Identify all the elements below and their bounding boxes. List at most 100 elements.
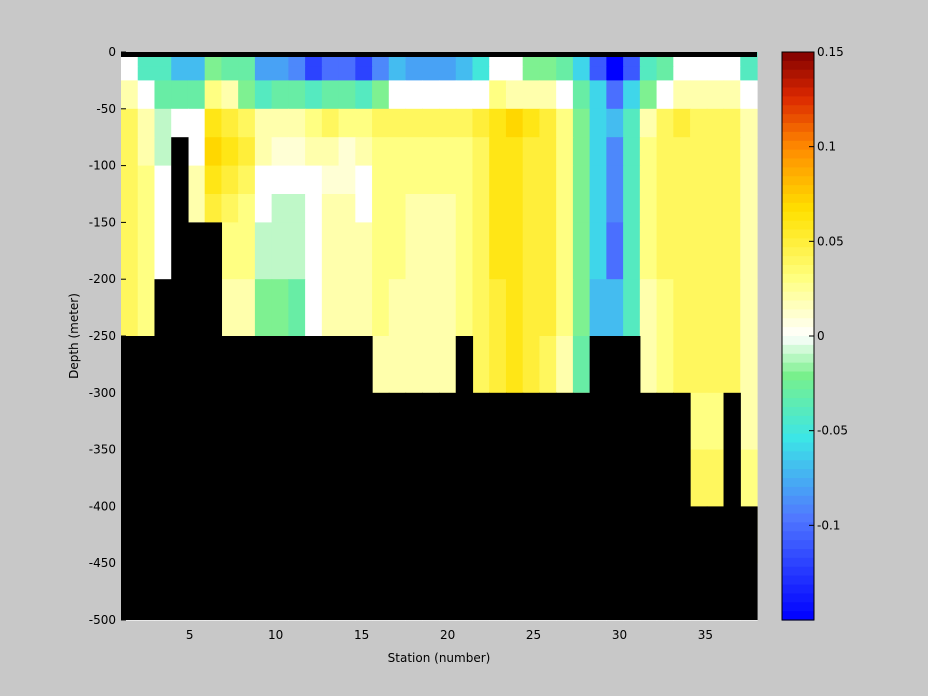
heatmap-cell <box>455 80 474 110</box>
mask-column <box>405 392 423 620</box>
colorbar-segment <box>782 78 814 89</box>
y-axis-ticks: 0 -50 -100 -150 -200 -250 -300 -350 -400 -450 -500 <box>89 45 126 627</box>
heatmap-cell <box>221 80 239 110</box>
mask-column <box>439 392 457 620</box>
heatmap-cell <box>455 165 474 195</box>
heatmap-cell <box>455 222 474 280</box>
heatmap-cell <box>639 279 658 337</box>
heatmap-cell <box>539 336 557 394</box>
heatmap-cell <box>405 222 423 280</box>
heatmap-cell <box>405 108 423 138</box>
heatmap-cell <box>623 137 641 167</box>
heatmap-cell <box>572 165 591 195</box>
heatmap-cell <box>187 194 206 223</box>
heatmap-cell <box>656 279 674 337</box>
y-tick-label: -100 <box>89 159 116 173</box>
heatmap-cell <box>154 80 172 110</box>
heatmap-cell <box>489 137 507 167</box>
heatmap-cell <box>505 336 524 394</box>
heatmap-cell <box>187 66 206 81</box>
y-tick-label: -200 <box>89 272 116 286</box>
heatmap-cell <box>639 336 658 394</box>
heatmap-cell <box>539 108 557 138</box>
heatmap-cell <box>740 222 758 280</box>
heatmap-cell <box>121 165 139 195</box>
heatmap-cell <box>305 279 323 337</box>
mask-column <box>204 222 223 620</box>
colorbar-segment <box>782 336 814 346</box>
heatmap-cell <box>623 80 641 110</box>
heatmap-cell <box>405 279 423 337</box>
heatmap-cell <box>556 222 574 280</box>
y-axis-label: Depth (meter) <box>67 293 81 379</box>
colorbar-segment <box>782 176 814 186</box>
heatmap-cell <box>656 137 674 167</box>
heatmap-cell <box>338 165 356 195</box>
heatmap-cell <box>656 194 674 223</box>
colorbar <box>781 51 815 621</box>
colorbar-segment <box>782 105 814 115</box>
colorbar-segment <box>782 469 814 479</box>
heatmap-cell <box>740 80 758 110</box>
heatmap-cell <box>204 108 223 138</box>
heatmap-cell <box>572 137 591 167</box>
heatmap-cell <box>338 222 356 280</box>
heatmap-cell <box>673 194 691 223</box>
colorbar-segment <box>782 451 814 461</box>
heatmap-cell <box>505 222 524 280</box>
heatmap-cell <box>556 165 574 195</box>
heatmap-cell <box>489 66 507 81</box>
heatmap-cell <box>254 194 273 223</box>
heatmap-cell <box>439 80 457 110</box>
heatmap-cell <box>137 165 156 195</box>
heatmap-cell <box>422 80 440 110</box>
heatmap-cell <box>121 137 139 167</box>
heatmap-cell <box>556 80 574 110</box>
y-tick-label: -400 <box>89 499 116 513</box>
heatmap-cell <box>121 108 139 138</box>
colorbar-segment <box>782 513 814 523</box>
colorbar-segment <box>782 486 814 497</box>
heatmap-cell <box>572 222 591 280</box>
colorbar-tick-label: 0.05 <box>817 234 844 248</box>
heatmap-cell <box>489 194 507 223</box>
y-tick-label: -450 <box>89 556 116 570</box>
heatmap-cell <box>288 137 306 167</box>
heatmap-cell <box>706 336 725 394</box>
heatmap-cell <box>723 137 741 167</box>
heatmap-cell <box>238 108 256 138</box>
mask-column <box>171 137 189 620</box>
heatmap-cell <box>187 137 206 167</box>
heatmap-cell <box>271 137 289 167</box>
colorbar-tick-label: 0.15 <box>817 45 844 59</box>
heatmap-cell <box>288 80 306 110</box>
heatmap-cell <box>121 279 139 337</box>
colorbar-segment <box>782 282 814 293</box>
mask-column <box>288 336 306 620</box>
heatmap-cell <box>254 222 273 280</box>
heatmap-cell <box>556 137 574 167</box>
heatmap-cell <box>673 108 691 138</box>
mask-column <box>589 336 607 620</box>
mask-column <box>137 336 156 620</box>
heatmap-cell <box>606 279 624 337</box>
heatmap-cell <box>388 222 407 280</box>
heatmap-cell <box>321 66 340 81</box>
heatmap-cell <box>388 336 407 394</box>
heatmap-cell <box>439 194 457 223</box>
heatmap-cell <box>489 336 507 394</box>
heatmap-cell <box>238 165 256 195</box>
heatmap-cell <box>623 279 641 337</box>
heatmap-cell <box>706 80 725 110</box>
mask-column <box>656 392 674 620</box>
heatmap-cell <box>706 279 725 337</box>
heatmap-cell <box>455 194 474 223</box>
heatmap-cell <box>589 80 607 110</box>
heatmap-cell <box>489 165 507 195</box>
heatmap-cell <box>472 80 490 110</box>
surface-line <box>121 52 757 57</box>
heatmap-cell <box>221 108 239 138</box>
heatmap-cell <box>439 165 457 195</box>
heatmap-cell <box>639 222 658 280</box>
heatmap-cell <box>472 137 490 167</box>
